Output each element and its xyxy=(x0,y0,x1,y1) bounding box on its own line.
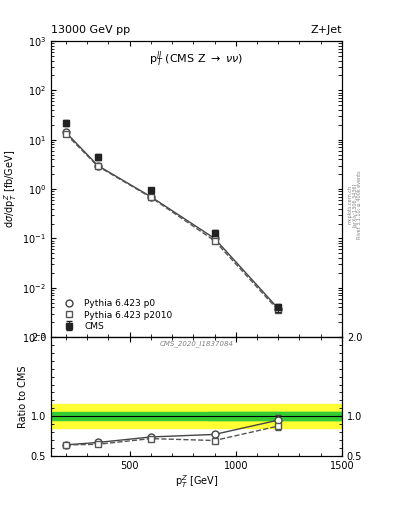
Text: 13000 GeV pp: 13000 GeV pp xyxy=(51,25,130,35)
Bar xyxy=(51,404,342,428)
Pythia 6.423 p0 xyxy=(149,194,153,200)
Y-axis label: d$\sigma$/dp$_T^Z$ [fb/GeV]: d$\sigma$/dp$_T^Z$ [fb/GeV] xyxy=(3,150,20,228)
Pythia 6.423 p0 xyxy=(276,306,281,312)
Text: mcplots.cern.ch: mcplots.cern.ch xyxy=(347,185,352,224)
Line: Pythia 6.423 p2010: Pythia 6.423 p2010 xyxy=(62,131,282,314)
Pythia 6.423 p0 xyxy=(64,130,68,136)
Pythia 6.423 p2010 xyxy=(64,131,68,137)
Pythia 6.423 p2010 xyxy=(276,307,281,313)
Bar xyxy=(51,412,342,420)
X-axis label: p$_T^Z$ [GeV]: p$_T^Z$ [GeV] xyxy=(175,473,218,490)
Pythia 6.423 p2010 xyxy=(212,238,217,244)
Text: p$_T^{ll}$ (CMS Z $\rightarrow$ $\nu\nu$): p$_T^{ll}$ (CMS Z $\rightarrow$ $\nu\nu$… xyxy=(149,50,244,70)
Pythia 6.423 p2010 xyxy=(95,163,100,169)
Y-axis label: Ratio to CMS: Ratio to CMS xyxy=(18,365,28,428)
Text: [arXiv:1306.3436]: [arXiv:1306.3436] xyxy=(352,183,357,227)
Line: Pythia 6.423 p0: Pythia 6.423 p0 xyxy=(62,129,282,312)
Pythia 6.423 p2010 xyxy=(149,194,153,200)
Legend: Pythia 6.423 p0, Pythia 6.423 p2010, CMS: Pythia 6.423 p0, Pythia 6.423 p2010, CMS xyxy=(55,297,174,333)
Pythia 6.423 p0 xyxy=(95,162,100,168)
Text: Z+Jet: Z+Jet xyxy=(310,25,342,35)
Text: Rivet 3.1.10; ≥ 400k events: Rivet 3.1.10; ≥ 400k events xyxy=(357,170,362,239)
Text: CMS_2020_I1837084: CMS_2020_I1837084 xyxy=(160,341,233,348)
Pythia 6.423 p0 xyxy=(212,236,217,242)
